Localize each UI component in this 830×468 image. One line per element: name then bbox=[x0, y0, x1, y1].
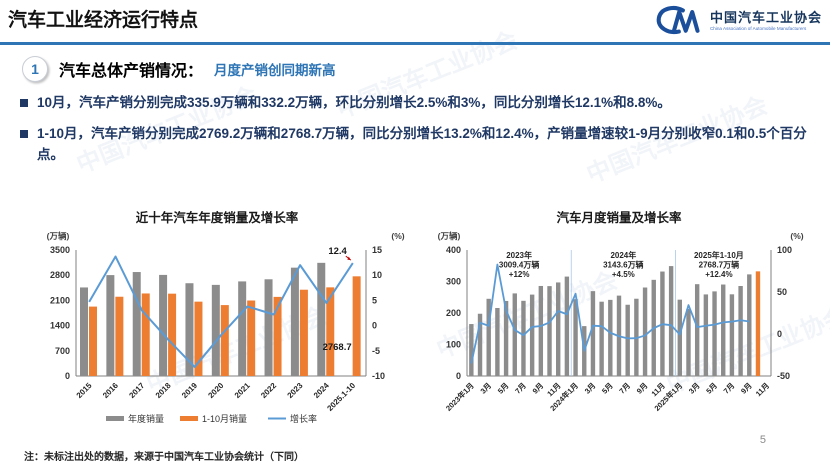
svg-text:7月: 7月 bbox=[722, 381, 737, 396]
svg-text:3143.6万辆: 3143.6万辆 bbox=[603, 260, 643, 270]
svg-text:+12%: +12% bbox=[509, 270, 530, 279]
caam-logo: 中国汽车工业协会 China Association of Automobile… bbox=[652, 4, 822, 38]
svg-text:近十年汽车年度销量及增长率: 近十年汽车年度销量及增长率 bbox=[136, 210, 299, 225]
svg-text:2100: 2100 bbox=[50, 295, 70, 305]
svg-text:2020: 2020 bbox=[206, 381, 225, 400]
section-heading: 1 汽车总体产销情况： 月度产销创同期新高 bbox=[22, 56, 336, 82]
page-title: 汽车工业经济运行特点 bbox=[8, 10, 199, 31]
header-divider bbox=[0, 42, 830, 45]
svg-text:2768.7: 2768.7 bbox=[323, 342, 352, 353]
svg-text:0: 0 bbox=[777, 329, 782, 339]
svg-text:-50: -50 bbox=[777, 371, 790, 381]
svg-text:-5: -5 bbox=[372, 346, 380, 356]
svg-text:(%): (%) bbox=[790, 231, 803, 241]
svg-text:2022: 2022 bbox=[259, 381, 278, 400]
svg-text:3月: 3月 bbox=[583, 381, 598, 396]
section-subtitle: 月度产销创同期新高 bbox=[214, 63, 336, 78]
svg-text:(万辆): (万辆) bbox=[47, 231, 70, 241]
svg-text:9月: 9月 bbox=[635, 381, 650, 396]
caam-logo-text: 中国汽车工业协会 China Association of Automobile… bbox=[709, 10, 822, 31]
svg-text:7月: 7月 bbox=[513, 381, 528, 396]
bullet-item-october: 10月，汽车产销分别完成335.9万辆和332.2万辆，环比分别增长2.5%和3… bbox=[20, 92, 820, 114]
svg-text:3月: 3月 bbox=[479, 381, 494, 396]
svg-text:2025年1-10月: 2025年1-10月 bbox=[694, 250, 744, 260]
svg-text:增长率: 增长率 bbox=[290, 413, 317, 424]
svg-text:300: 300 bbox=[446, 277, 461, 287]
svg-text:100: 100 bbox=[777, 245, 792, 255]
svg-text:10: 10 bbox=[372, 270, 382, 280]
svg-text:11月: 11月 bbox=[754, 381, 771, 398]
svg-text:2018: 2018 bbox=[154, 381, 173, 400]
svg-text:年度销量: 年度销量 bbox=[128, 413, 164, 424]
svg-text:2800: 2800 bbox=[50, 270, 70, 280]
section-number-badge: 1 bbox=[22, 56, 48, 82]
charts-row: 近十年汽车年度销量及增长率 (万辆) (%) 0 700 1400 2100 2800 3500… bbox=[14, 208, 821, 448]
svg-text:0: 0 bbox=[372, 321, 377, 331]
svg-text:5月: 5月 bbox=[496, 381, 511, 396]
svg-text:2024年: 2024年 bbox=[610, 250, 636, 260]
bullet-text: 10月，汽车产销分别完成335.9万辆和332.2万辆，环比分别增长2.5%和3… bbox=[37, 95, 671, 110]
svg-text:2021: 2021 bbox=[233, 381, 252, 400]
svg-text:9月: 9月 bbox=[531, 381, 546, 396]
svg-text:0: 0 bbox=[456, 371, 461, 381]
svg-text:+4.5%: +4.5% bbox=[612, 270, 635, 279]
svg-text:5: 5 bbox=[372, 295, 377, 305]
svg-text:7月: 7月 bbox=[617, 381, 632, 396]
svg-text:2023年: 2023年 bbox=[506, 250, 532, 260]
svg-text:2024: 2024 bbox=[312, 381, 331, 400]
svg-text:2019: 2019 bbox=[180, 381, 199, 400]
svg-text:5月: 5月 bbox=[600, 381, 615, 396]
svg-text:0: 0 bbox=[65, 371, 70, 381]
svg-text:400: 400 bbox=[446, 245, 461, 255]
monthly-sales-growth-chart: 汽车月度销量及增长率 (万辆) (%) 0 100 200 300 400 -50 0 50 100 2… bbox=[438, 210, 804, 413]
svg-text:200: 200 bbox=[446, 308, 461, 318]
svg-text:50: 50 bbox=[777, 287, 787, 297]
svg-text:2768.7万辆: 2768.7万辆 bbox=[699, 260, 739, 270]
svg-text:3500: 3500 bbox=[50, 245, 70, 255]
svg-text:700: 700 bbox=[55, 346, 70, 356]
svg-text:1400: 1400 bbox=[50, 321, 70, 331]
bullet-text: 1-10月，汽车产销分别完成2769.2万辆和2768.7万辆，同比分别增长13… bbox=[37, 125, 807, 163]
source-note: 注：未标注出处的数据，来源于中国汽车工业协会统计（下同） bbox=[24, 452, 304, 463]
annual-sales-growth-chart: 近十年汽车年度销量及增长率 (万辆) (%) 0 700 1400 2100 2800 3500… bbox=[47, 210, 405, 424]
svg-text:3月: 3月 bbox=[687, 381, 702, 396]
svg-text:2023: 2023 bbox=[286, 381, 305, 400]
svg-text:2017: 2017 bbox=[127, 381, 146, 400]
svg-text:(万辆): (万辆) bbox=[438, 231, 461, 241]
bullet-item-jan-oct: 1-10月，汽车产销分别完成2769.2万辆和2768.7万辆，同比分别增长13… bbox=[20, 123, 820, 166]
svg-text:汽车月度销量及增长率: 汽车月度销量及增长率 bbox=[556, 210, 682, 225]
org-name-cn: 中国汽车工业协会 bbox=[709, 10, 822, 26]
svg-text:2016: 2016 bbox=[101, 381, 120, 400]
svg-text:5月: 5月 bbox=[704, 381, 719, 396]
svg-text:+12.4%: +12.4% bbox=[705, 270, 732, 279]
org-name-en: China Association of Automobile Manufact… bbox=[709, 25, 807, 31]
page-number: 5 bbox=[759, 434, 766, 446]
svg-text:100: 100 bbox=[446, 340, 461, 350]
svg-text:2015: 2015 bbox=[75, 381, 94, 400]
svg-text:3009.4万辆: 3009.4万辆 bbox=[499, 260, 539, 270]
bullet-square-icon bbox=[20, 99, 28, 107]
svg-text:15: 15 bbox=[372, 245, 382, 255]
svg-text:-10: -10 bbox=[372, 371, 385, 381]
svg-text:2023年1月: 2023年1月 bbox=[443, 380, 475, 412]
bullet-square-icon bbox=[20, 129, 28, 138]
caam-logo-icon bbox=[656, 6, 700, 35]
svg-text:(%): (%) bbox=[391, 231, 404, 241]
svg-text:12.4: 12.4 bbox=[328, 246, 347, 257]
summary-bullets: 10月，汽车产销分别完成335.9万辆和332.2万辆，环比分别增长2.5%和3… bbox=[20, 92, 820, 175]
svg-text:1-10月销量: 1-10月销量 bbox=[202, 413, 247, 424]
svg-text:9月: 9月 bbox=[739, 381, 754, 396]
svg-text:2025.1-10: 2025.1-10 bbox=[325, 381, 357, 413]
section-title: 汽车总体产销情况： bbox=[59, 63, 204, 80]
